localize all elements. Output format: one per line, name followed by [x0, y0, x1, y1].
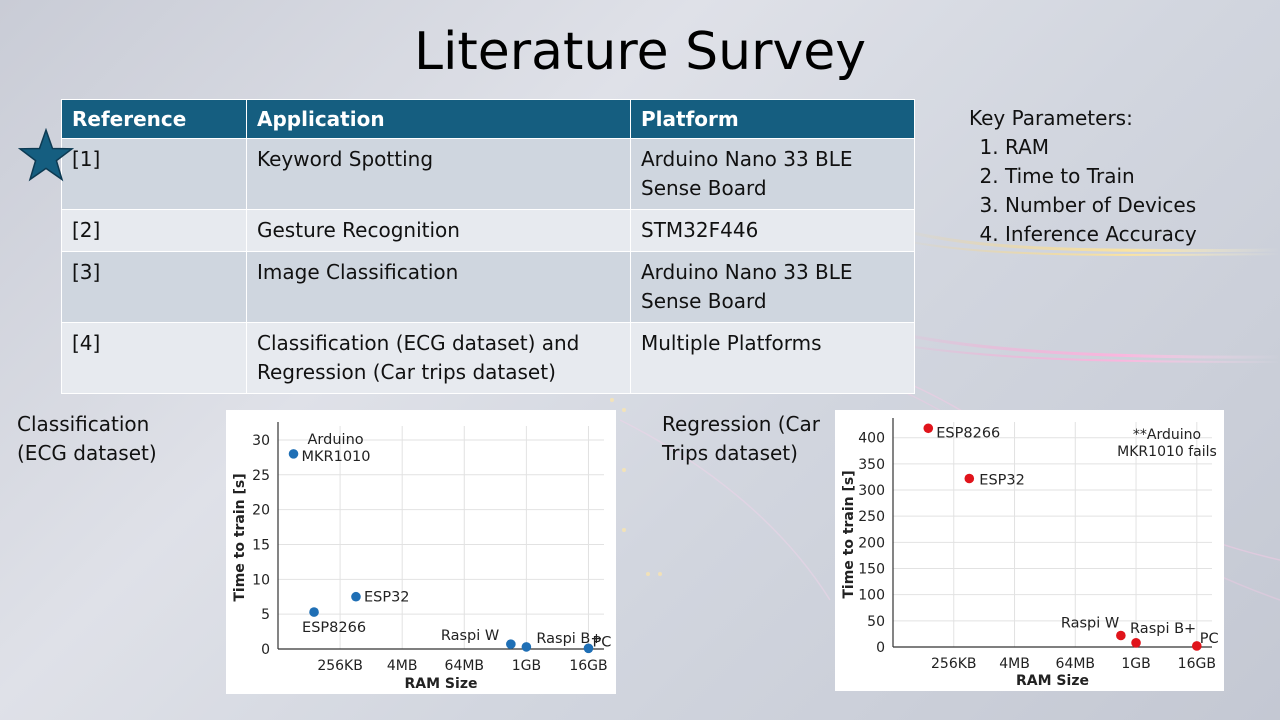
x-tick-label: 1GB: [512, 658, 541, 674]
cell-application: Gesture Recognition: [246, 209, 631, 252]
y-axis-label: Time to train [s]: [841, 470, 857, 598]
star-icon: [18, 128, 74, 182]
regression-chart: 0 50 100 150 200 250 300 350 400 256KB 4MB 64MB 1GB 1…: [835, 410, 1224, 691]
cell-reference: [2]: [61, 209, 247, 252]
list-item: Number of Devices: [1005, 191, 1197, 220]
table-header-row: Reference Application Platform: [61, 99, 915, 139]
x-tick-label: 64MB: [1056, 656, 1096, 672]
data-label: ESP32: [364, 590, 410, 606]
y-tick-label: 0: [261, 642, 270, 658]
y-tick-label: 100: [858, 588, 885, 604]
x-tick-label: 256KB: [317, 658, 363, 674]
key-parameters: Key Parameters: RAM Time to Train Number…: [969, 104, 1197, 249]
x-axis-label: RAM Size: [1016, 673, 1089, 689]
data-label: Raspi B+: [536, 631, 602, 647]
header-reference: Reference: [61, 99, 247, 139]
cell-reference: [1]: [61, 138, 247, 210]
chart-annotation-line: MKR1010 fails: [1117, 444, 1217, 460]
y-tick-label: 25: [252, 468, 270, 484]
data-point: [288, 449, 299, 459]
x-axis-label: RAM Size: [405, 676, 478, 692]
data-point: [583, 643, 594, 654]
data-label: ESP32: [979, 473, 1025, 489]
cell-application: Keyword Spotting: [246, 138, 631, 210]
y-tick-label: 250: [858, 509, 885, 525]
table-row: [2] Gesture Recognition STM32F446: [61, 209, 915, 252]
classification-label: Classification (ECG dataset): [17, 412, 157, 465]
data-point: [1116, 630, 1126, 641]
data-point: [506, 639, 516, 649]
x-tick-label: 256KB: [931, 656, 977, 672]
y-tick-label: 400: [858, 431, 885, 447]
x-tick-label: 64MB: [445, 658, 485, 674]
cell-application: Image Classification: [246, 251, 631, 323]
data-label: Raspi B+: [1130, 621, 1196, 637]
key-parameters-heading: Key Parameters:: [969, 106, 1133, 130]
data-point: [309, 607, 319, 617]
list-item: Inference Accuracy: [1005, 220, 1197, 249]
data-label: PC: [1200, 631, 1219, 647]
cell-platform: STM32F446: [630, 209, 915, 252]
data-label: MKR1010: [302, 449, 371, 465]
data-point: [1131, 638, 1141, 648]
data-label: Arduino: [308, 432, 364, 448]
data-point: [923, 423, 934, 434]
y-tick-label: 50: [867, 614, 885, 630]
y-tick-label: 0: [876, 640, 885, 656]
chart-annotation-line: **Arduino: [1133, 427, 1201, 443]
y-tick-label: 15: [252, 537, 270, 553]
cell-reference: [3]: [61, 251, 247, 323]
page-title: Literature Survey: [413, 22, 867, 82]
cell-platform: Arduino Nano 33 BLE Sense Board: [630, 251, 915, 323]
literature-table: Reference Application Platform [1] Keywo…: [61, 99, 915, 394]
y-tick-label: 350: [858, 457, 885, 473]
cell-application: Classification (ECG dataset) and Regress…: [246, 322, 631, 394]
y-axis-label: Time to train [s]: [232, 473, 248, 601]
cell-reference: [4]: [61, 322, 247, 394]
x-tick-label: 4MB: [387, 658, 418, 674]
cell-platform: Arduino Nano 33 BLE Sense Board: [630, 138, 915, 210]
data-label: ESP8266: [302, 620, 366, 636]
classification-plot: 0 5 10 15 20 25 30 256KB 4MB 64MB 1GB 16GB RAM Size T…: [232, 422, 611, 692]
y-tick-label: 200: [858, 535, 885, 551]
list-item: Time to Train: [1005, 162, 1197, 191]
data-point: [351, 591, 361, 602]
regression-label: Regression (Car Trips dataset): [662, 412, 820, 465]
cell-platform: Multiple Platforms: [630, 322, 915, 394]
data-label: Raspi W: [441, 628, 499, 644]
x-tick-label: 16GB: [569, 658, 607, 674]
y-tick-label: 30: [252, 433, 270, 449]
y-tick-label: 150: [858, 562, 885, 578]
x-tick-label: 4MB: [999, 656, 1030, 672]
header-application: Application: [246, 99, 631, 139]
table-row: [4] Classification (ECG dataset) and Reg…: [61, 322, 915, 394]
data-label: ESP8266: [936, 425, 1000, 441]
y-tick-label: 300: [858, 483, 885, 499]
data-label: Raspi W: [1061, 615, 1119, 631]
regression-plot: 0 50 100 150 200 250 300 350 400 256KB 4MB 64MB 1GB 1…: [841, 418, 1219, 689]
y-tick-label: 20: [252, 503, 270, 519]
classification-chart: 0 5 10 15 20 25 30 256KB 4MB 64MB 1GB 16GB RAM Size T…: [226, 410, 616, 694]
x-tick-label: 16GB: [1178, 656, 1216, 672]
x-tick-label: 1GB: [1121, 656, 1150, 672]
data-point: [521, 642, 532, 652]
key-parameters-list: RAM Time to Train Number of Devices Infe…: [969, 133, 1197, 249]
y-tick-label: 5: [261, 607, 270, 623]
data-point: [1192, 641, 1202, 651]
data-point: [964, 473, 975, 484]
data-label: PC: [592, 634, 611, 650]
table-row: [1] Keyword Spotting Arduino Nano 33 BLE…: [61, 138, 915, 210]
list-item: RAM: [1005, 133, 1197, 162]
y-tick-label: 10: [252, 572, 270, 588]
header-platform: Platform: [630, 99, 915, 139]
table-row: [3] Image Classification Arduino Nano 33…: [61, 251, 915, 323]
